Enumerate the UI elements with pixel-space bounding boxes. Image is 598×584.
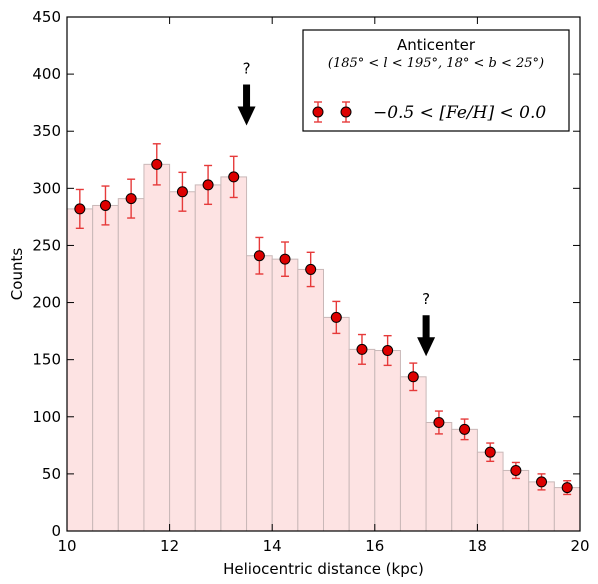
arrow-head (417, 337, 436, 357)
y-tick-label: 350 (32, 122, 61, 140)
data-point (228, 171, 240, 183)
data-point (536, 476, 548, 488)
markers-layer (74, 158, 573, 494)
x-axis-ticks: 10 12 14 16 18 20 (57, 17, 590, 555)
data-point (279, 253, 291, 265)
y-axis-ticks: 0 50 100 150 200 250 300 350 400 450 (32, 8, 580, 540)
y-tick-label: 100 (32, 408, 61, 426)
data-point (202, 179, 214, 191)
data-point (459, 423, 471, 435)
bars-layer (66, 163, 581, 532)
data-point (561, 482, 573, 494)
arrow-shaft (422, 315, 430, 340)
histogram-bar (399, 376, 427, 532)
x-axis-label: Heliocentric distance (kpc) (223, 560, 424, 578)
histogram-bar (348, 348, 376, 532)
data-point (151, 158, 163, 170)
y-tick-label: 450 (32, 8, 61, 26)
data-point (382, 345, 394, 357)
x-tick-label: 12 (160, 537, 179, 555)
arrow-shaft (243, 84, 251, 109)
legend-title: Anticenter (397, 36, 476, 54)
histogram-bar (374, 350, 401, 532)
annotation-arrows: ?? (237, 60, 436, 357)
histogram-bar (476, 451, 504, 532)
histogram-bar (194, 184, 222, 532)
histogram-bar (246, 255, 273, 532)
legend-entry-label: −0.5 < [Fe/H] < 0.0 (373, 103, 546, 123)
histogram-bar (117, 198, 145, 532)
histogram-bar (66, 208, 94, 532)
histogram-bar (297, 268, 325, 532)
histogram-bar (451, 428, 478, 532)
x-tick-label: 20 (570, 537, 589, 555)
legend-subtitle: (185° < l < 195°, 18° < b < 25°) (328, 56, 544, 71)
histogram-bar (92, 204, 119, 532)
y-axis-label: Counts (8, 248, 26, 301)
x-tick-label: 10 (57, 537, 76, 555)
annotation-arrow: ? (237, 60, 256, 126)
x-tick-label: 18 (468, 537, 487, 555)
data-point (433, 416, 445, 428)
legend-marker (312, 101, 324, 123)
histogram-bar (143, 163, 171, 532)
plot-frame (66, 16, 581, 532)
y-tick-label: 0 (51, 522, 61, 540)
y-tick-label: 150 (32, 351, 61, 369)
data-point (484, 446, 496, 458)
x-tick-label: 16 (365, 537, 384, 555)
annotation-arrow: ? (417, 290, 436, 357)
data-point (407, 371, 419, 383)
data-point (99, 199, 111, 211)
data-point (125, 193, 137, 205)
arrow-head (237, 106, 256, 126)
legend-marker (340, 101, 352, 123)
data-point (253, 250, 265, 262)
data-point (74, 203, 86, 215)
data-point (356, 343, 368, 355)
y-tick-label: 300 (32, 179, 61, 197)
y-tick-label: 50 (42, 465, 61, 483)
legend-marker-sample (312, 101, 352, 123)
histogram-bar (502, 469, 530, 532)
histogram-bar (271, 258, 299, 532)
data-point (330, 311, 342, 323)
histogram-bar (220, 176, 248, 532)
y-tick-label: 250 (32, 236, 61, 254)
y-tick-label: 400 (32, 65, 61, 83)
y-tick-label: 200 (32, 294, 61, 312)
legend: Anticenter (185° < l < 195°, 18° < b < 2… (302, 29, 570, 132)
annotation-label: ? (422, 290, 430, 308)
data-point (176, 186, 188, 198)
annotation-label: ? (243, 60, 251, 78)
data-point (305, 263, 317, 275)
data-point (510, 464, 522, 476)
histogram-bar (323, 316, 350, 532)
histogram-bar (169, 191, 196, 532)
x-tick-label: 14 (263, 537, 282, 555)
histogram-bar (425, 421, 453, 532)
